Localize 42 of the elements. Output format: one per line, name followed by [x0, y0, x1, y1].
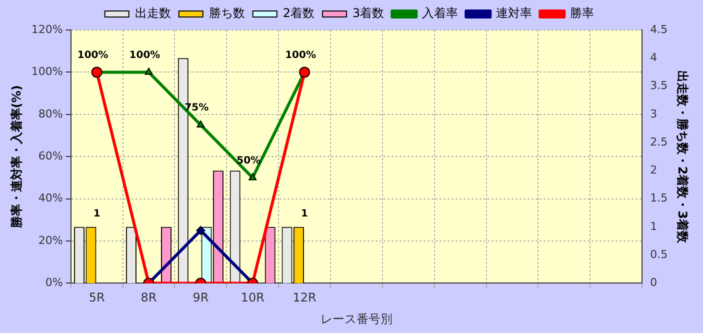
point	[144, 68, 153, 75]
x-tick-label: 8R	[140, 290, 157, 305]
y-tick-label: 20%	[38, 234, 63, 247]
data-label: 100%	[285, 50, 316, 61]
legend-label: 2着数	[282, 6, 315, 20]
data-label: 100%	[129, 50, 160, 61]
x-tick-label: 12R	[292, 290, 316, 305]
y-tick-label: 60%	[38, 149, 63, 162]
legend-label: 3着数	[352, 6, 384, 20]
x-axis-title: レース番号別	[320, 312, 392, 326]
point	[299, 66, 310, 78]
y-axis-title: 勝率・連対率・入着率(%)	[9, 85, 24, 230]
data-label: 100%	[77, 50, 108, 61]
y2-tick-label: 3.5	[650, 79, 668, 92]
y-tick-label: 80%	[38, 107, 63, 120]
x-tick-label: 9R	[192, 290, 209, 305]
legend-label: 勝ち数	[208, 6, 245, 20]
y2-axis-title: 出走数・勝ち数・2着数・3着数	[676, 70, 690, 244]
y2-tick-label: 2.5	[650, 135, 668, 148]
legend-label: 入着率	[422, 6, 458, 20]
point	[91, 66, 102, 78]
x-tick-label: 5R	[88, 290, 105, 305]
y2-tick-label: 0.5	[650, 248, 668, 261]
data-label: 1	[301, 208, 308, 220]
legend-label: 出走数	[134, 6, 171, 20]
y2-tick-label: 1.5	[650, 192, 668, 205]
y-tick-label: 100%	[31, 65, 63, 78]
y2-tick-label: 1	[650, 220, 658, 233]
y-tick-label: 0%	[45, 276, 63, 290]
legend-label: 連対率	[496, 6, 532, 20]
point	[196, 120, 205, 128]
point	[248, 173, 257, 180]
y2-tick-label: 4	[650, 50, 658, 64]
y2-tick-label: 3	[650, 107, 658, 120]
y2-tick-label: 2	[650, 164, 658, 177]
y2-tick-label: 4.5	[650, 22, 668, 36]
y-tick-label: 40%	[38, 192, 63, 205]
y-tick-label: 120%	[31, 22, 63, 36]
y2-tick-label: 0	[650, 276, 658, 290]
x-tick-label: 10R	[240, 290, 264, 305]
legend-label: 勝率	[570, 6, 594, 20]
data-label: 1	[93, 208, 100, 220]
